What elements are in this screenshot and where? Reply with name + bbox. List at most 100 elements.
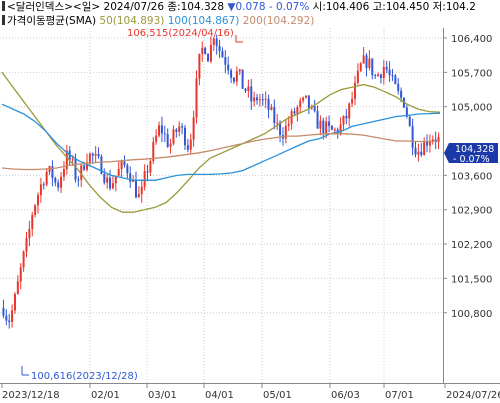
candle-body — [103, 173, 106, 183]
candle-body — [109, 177, 112, 189]
candle-body — [437, 136, 440, 142]
candle-body — [333, 129, 336, 131]
candle-body — [16, 281, 19, 295]
candle-body — [37, 195, 40, 206]
candle-body — [330, 125, 333, 130]
y-tick-label: 105,700 — [451, 68, 492, 79]
candle-body — [428, 141, 431, 146]
open-value: 104.406 — [325, 1, 370, 13]
indicator-marker-icon — [2, 15, 5, 25]
candle-body — [391, 75, 394, 77]
candle-body — [345, 115, 348, 119]
candle-body — [181, 126, 184, 128]
candle-body — [230, 70, 233, 78]
candle-body — [256, 97, 259, 101]
indicator-name: 가격이동평균(SMA) — [7, 15, 97, 27]
candle-body — [431, 139, 434, 142]
candle-body — [382, 66, 385, 78]
y-tick-label: 105,000 — [451, 103, 492, 114]
candle-body — [244, 88, 247, 91]
candle-body — [62, 169, 65, 177]
candle-body — [106, 177, 109, 183]
candle-body — [388, 69, 391, 76]
candle-body — [377, 74, 380, 77]
candle-body — [158, 125, 161, 136]
candle-body — [313, 105, 316, 112]
close-label: 종: — [167, 1, 181, 13]
last-price-marker: 104,328 - 0.07% — [444, 143, 498, 165]
candle-body — [264, 98, 267, 100]
candle-body — [400, 90, 403, 98]
candle-body — [111, 183, 114, 189]
candle-body — [134, 179, 137, 198]
candle-body — [224, 57, 227, 65]
candle-body — [207, 53, 210, 62]
candle-body — [319, 120, 322, 129]
last-price-value: 104,328 — [455, 144, 494, 155]
candle-body — [54, 178, 57, 183]
candle-body — [80, 165, 83, 180]
candle-body — [120, 161, 123, 169]
candle-body — [351, 98, 354, 104]
candle-body — [178, 126, 181, 132]
candle-body — [215, 38, 218, 46]
legend-sma200: 200(104.292) — [242, 15, 315, 27]
candle-body — [149, 161, 152, 173]
candle-body — [172, 129, 175, 144]
indicator-legend: 가격이동평균(SMA) 50(104.893) 100(104.867) 200… — [0, 14, 314, 28]
candle-body — [123, 161, 126, 166]
candle-body — [42, 184, 45, 186]
candle-body — [204, 47, 207, 54]
high-value: 104.450 — [385, 1, 430, 13]
candle-body — [19, 267, 22, 282]
candle-body — [405, 107, 408, 117]
period-label: <일> — [72, 1, 101, 13]
x-tick-label: 02/01 — [91, 390, 120, 401]
candle-body — [143, 171, 146, 187]
candle-body — [13, 294, 16, 311]
candle-body — [253, 97, 256, 102]
candle-body — [77, 179, 80, 181]
candle-body — [201, 47, 204, 54]
candle-body — [235, 71, 238, 82]
candle-body — [198, 53, 201, 79]
low-label: 저: — [432, 1, 446, 13]
candle-body — [25, 238, 28, 252]
x-tick-label: 07/01 — [385, 390, 414, 401]
change-value: 0.078 — [235, 1, 266, 13]
candle-body — [83, 165, 86, 170]
candle-body — [302, 97, 305, 101]
candle-body — [91, 153, 94, 156]
candle-body — [31, 214, 34, 229]
high-label: 고: — [372, 1, 386, 13]
candle-body — [34, 205, 37, 215]
candle-body — [411, 126, 414, 148]
candle-body — [353, 82, 356, 99]
candle-body — [307, 95, 310, 109]
candle-body — [11, 310, 14, 322]
candle-body — [385, 66, 388, 70]
candle-body — [299, 100, 302, 108]
y-tick-label: 100,800 — [451, 309, 492, 320]
candle-body — [152, 141, 155, 162]
legend-sma50: 50(104.893) — [99, 15, 165, 27]
candle-body — [137, 194, 140, 198]
candle-body — [8, 320, 11, 322]
candle-body — [336, 129, 339, 134]
candle-body — [227, 64, 230, 71]
candles — [2, 34, 440, 329]
candle-body — [238, 69, 241, 72]
close-value: 104.328 — [180, 1, 225, 13]
candle-body — [86, 162, 89, 170]
change-arrow-icon: ▼ — [227, 1, 236, 13]
x-tick-label: 2024/07/26 — [446, 390, 500, 401]
candle-body — [160, 125, 163, 134]
candle-body — [250, 86, 253, 102]
candle-body — [293, 111, 296, 114]
low-annotation: 100,616(2023/12/28) — [31, 371, 138, 382]
candle-body — [166, 134, 169, 147]
candle-body — [192, 117, 195, 140]
date-label: 2024/07/26 — [103, 1, 165, 13]
candle-body — [212, 38, 215, 45]
